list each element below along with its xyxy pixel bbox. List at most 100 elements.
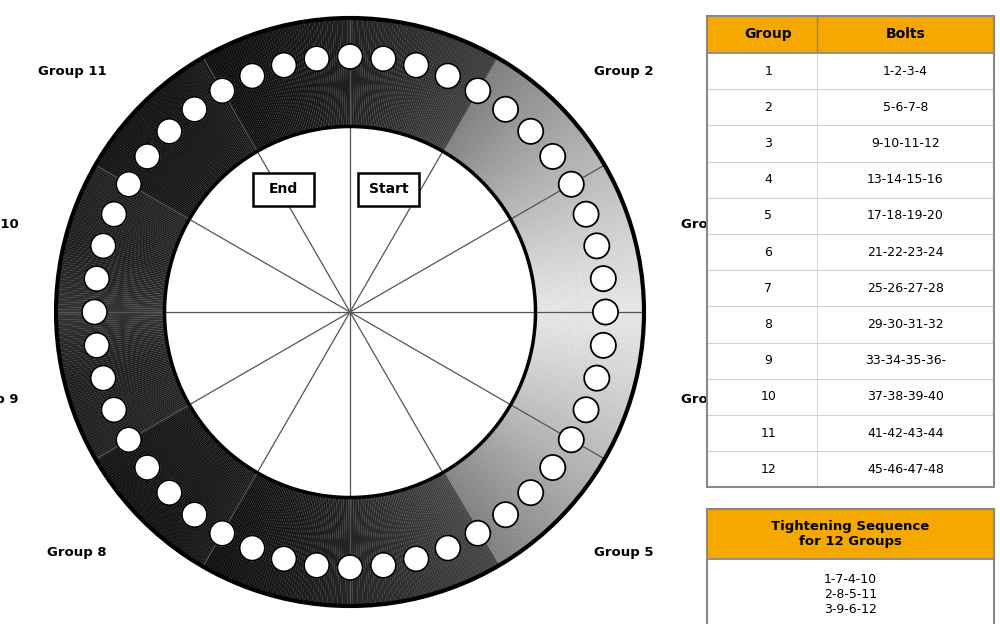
Wedge shape xyxy=(61,346,168,368)
Wedge shape xyxy=(528,361,633,393)
Wedge shape xyxy=(65,238,170,267)
Wedge shape xyxy=(171,459,238,547)
Wedge shape xyxy=(430,479,479,577)
Wedge shape xyxy=(474,94,549,175)
Wedge shape xyxy=(57,323,165,333)
Text: Bolts: Bolts xyxy=(886,27,925,41)
Wedge shape xyxy=(157,452,230,536)
Wedge shape xyxy=(512,401,608,454)
Circle shape xyxy=(404,52,429,78)
Text: End: End xyxy=(269,182,298,197)
Wedge shape xyxy=(488,435,570,509)
Wedge shape xyxy=(523,204,624,245)
Wedge shape xyxy=(409,487,446,591)
Wedge shape xyxy=(535,291,643,301)
Wedge shape xyxy=(69,223,173,258)
Wedge shape xyxy=(332,18,340,127)
Text: 5: 5 xyxy=(764,210,772,222)
Wedge shape xyxy=(494,127,580,197)
Wedge shape xyxy=(531,246,637,272)
Wedge shape xyxy=(120,127,206,197)
Wedge shape xyxy=(135,439,216,515)
Wedge shape xyxy=(533,268,641,286)
Wedge shape xyxy=(496,425,583,493)
Wedge shape xyxy=(123,430,208,501)
Wedge shape xyxy=(424,42,470,142)
Wedge shape xyxy=(486,437,567,512)
Circle shape xyxy=(493,97,518,122)
Wedge shape xyxy=(519,388,619,434)
Wedge shape xyxy=(274,27,304,133)
Wedge shape xyxy=(521,383,622,427)
Wedge shape xyxy=(312,496,328,604)
Text: 4: 4 xyxy=(764,173,772,186)
Wedge shape xyxy=(105,148,196,210)
Wedge shape xyxy=(314,20,329,128)
Wedge shape xyxy=(309,21,326,129)
Wedge shape xyxy=(363,19,373,127)
Wedge shape xyxy=(506,154,599,213)
Wedge shape xyxy=(226,480,273,580)
Wedge shape xyxy=(159,87,231,171)
Wedge shape xyxy=(90,172,187,225)
Wedge shape xyxy=(534,273,642,290)
Wedge shape xyxy=(505,413,597,474)
Wedge shape xyxy=(376,21,393,129)
Bar xyxy=(707,415,994,451)
Wedge shape xyxy=(102,152,194,212)
Circle shape xyxy=(591,266,616,291)
Wedge shape xyxy=(532,346,639,368)
Wedge shape xyxy=(533,338,641,356)
Wedge shape xyxy=(101,154,194,214)
Wedge shape xyxy=(525,371,629,407)
Wedge shape xyxy=(345,18,348,127)
Circle shape xyxy=(101,397,127,422)
Wedge shape xyxy=(412,35,451,138)
Wedge shape xyxy=(505,152,598,212)
Wedge shape xyxy=(61,348,168,371)
Wedge shape xyxy=(165,82,235,168)
Circle shape xyxy=(271,52,296,78)
Wedge shape xyxy=(530,354,637,381)
Wedge shape xyxy=(115,133,203,200)
Wedge shape xyxy=(533,263,640,283)
Bar xyxy=(707,198,994,234)
Wedge shape xyxy=(473,450,547,532)
Wedge shape xyxy=(445,60,504,154)
Circle shape xyxy=(84,266,109,291)
Wedge shape xyxy=(114,135,202,202)
Bar xyxy=(707,559,994,624)
Wedge shape xyxy=(75,204,177,246)
Wedge shape xyxy=(276,492,305,597)
Wedge shape xyxy=(434,477,486,574)
Text: 1-2-3-4: 1-2-3-4 xyxy=(883,65,928,77)
Circle shape xyxy=(240,535,265,560)
Wedge shape xyxy=(440,55,495,150)
Wedge shape xyxy=(181,464,245,555)
Circle shape xyxy=(591,333,616,358)
Wedge shape xyxy=(345,497,349,606)
Wedge shape xyxy=(535,315,644,319)
Wedge shape xyxy=(526,368,630,403)
Wedge shape xyxy=(530,357,635,386)
Wedge shape xyxy=(247,485,287,588)
Wedge shape xyxy=(125,121,209,193)
Wedge shape xyxy=(364,19,376,127)
Wedge shape xyxy=(527,364,632,398)
Wedge shape xyxy=(360,18,368,127)
Wedge shape xyxy=(214,477,266,574)
Wedge shape xyxy=(519,190,619,236)
Wedge shape xyxy=(207,54,261,150)
Wedge shape xyxy=(419,484,463,585)
Wedge shape xyxy=(163,84,233,169)
Circle shape xyxy=(135,144,160,169)
Wedge shape xyxy=(366,497,378,605)
Circle shape xyxy=(435,64,460,89)
Wedge shape xyxy=(441,472,497,568)
Wedge shape xyxy=(85,183,183,232)
Wedge shape xyxy=(451,467,512,558)
Circle shape xyxy=(337,555,363,580)
Wedge shape xyxy=(465,82,535,168)
Text: 9-10-11-12: 9-10-11-12 xyxy=(871,137,940,150)
Wedge shape xyxy=(421,483,465,583)
